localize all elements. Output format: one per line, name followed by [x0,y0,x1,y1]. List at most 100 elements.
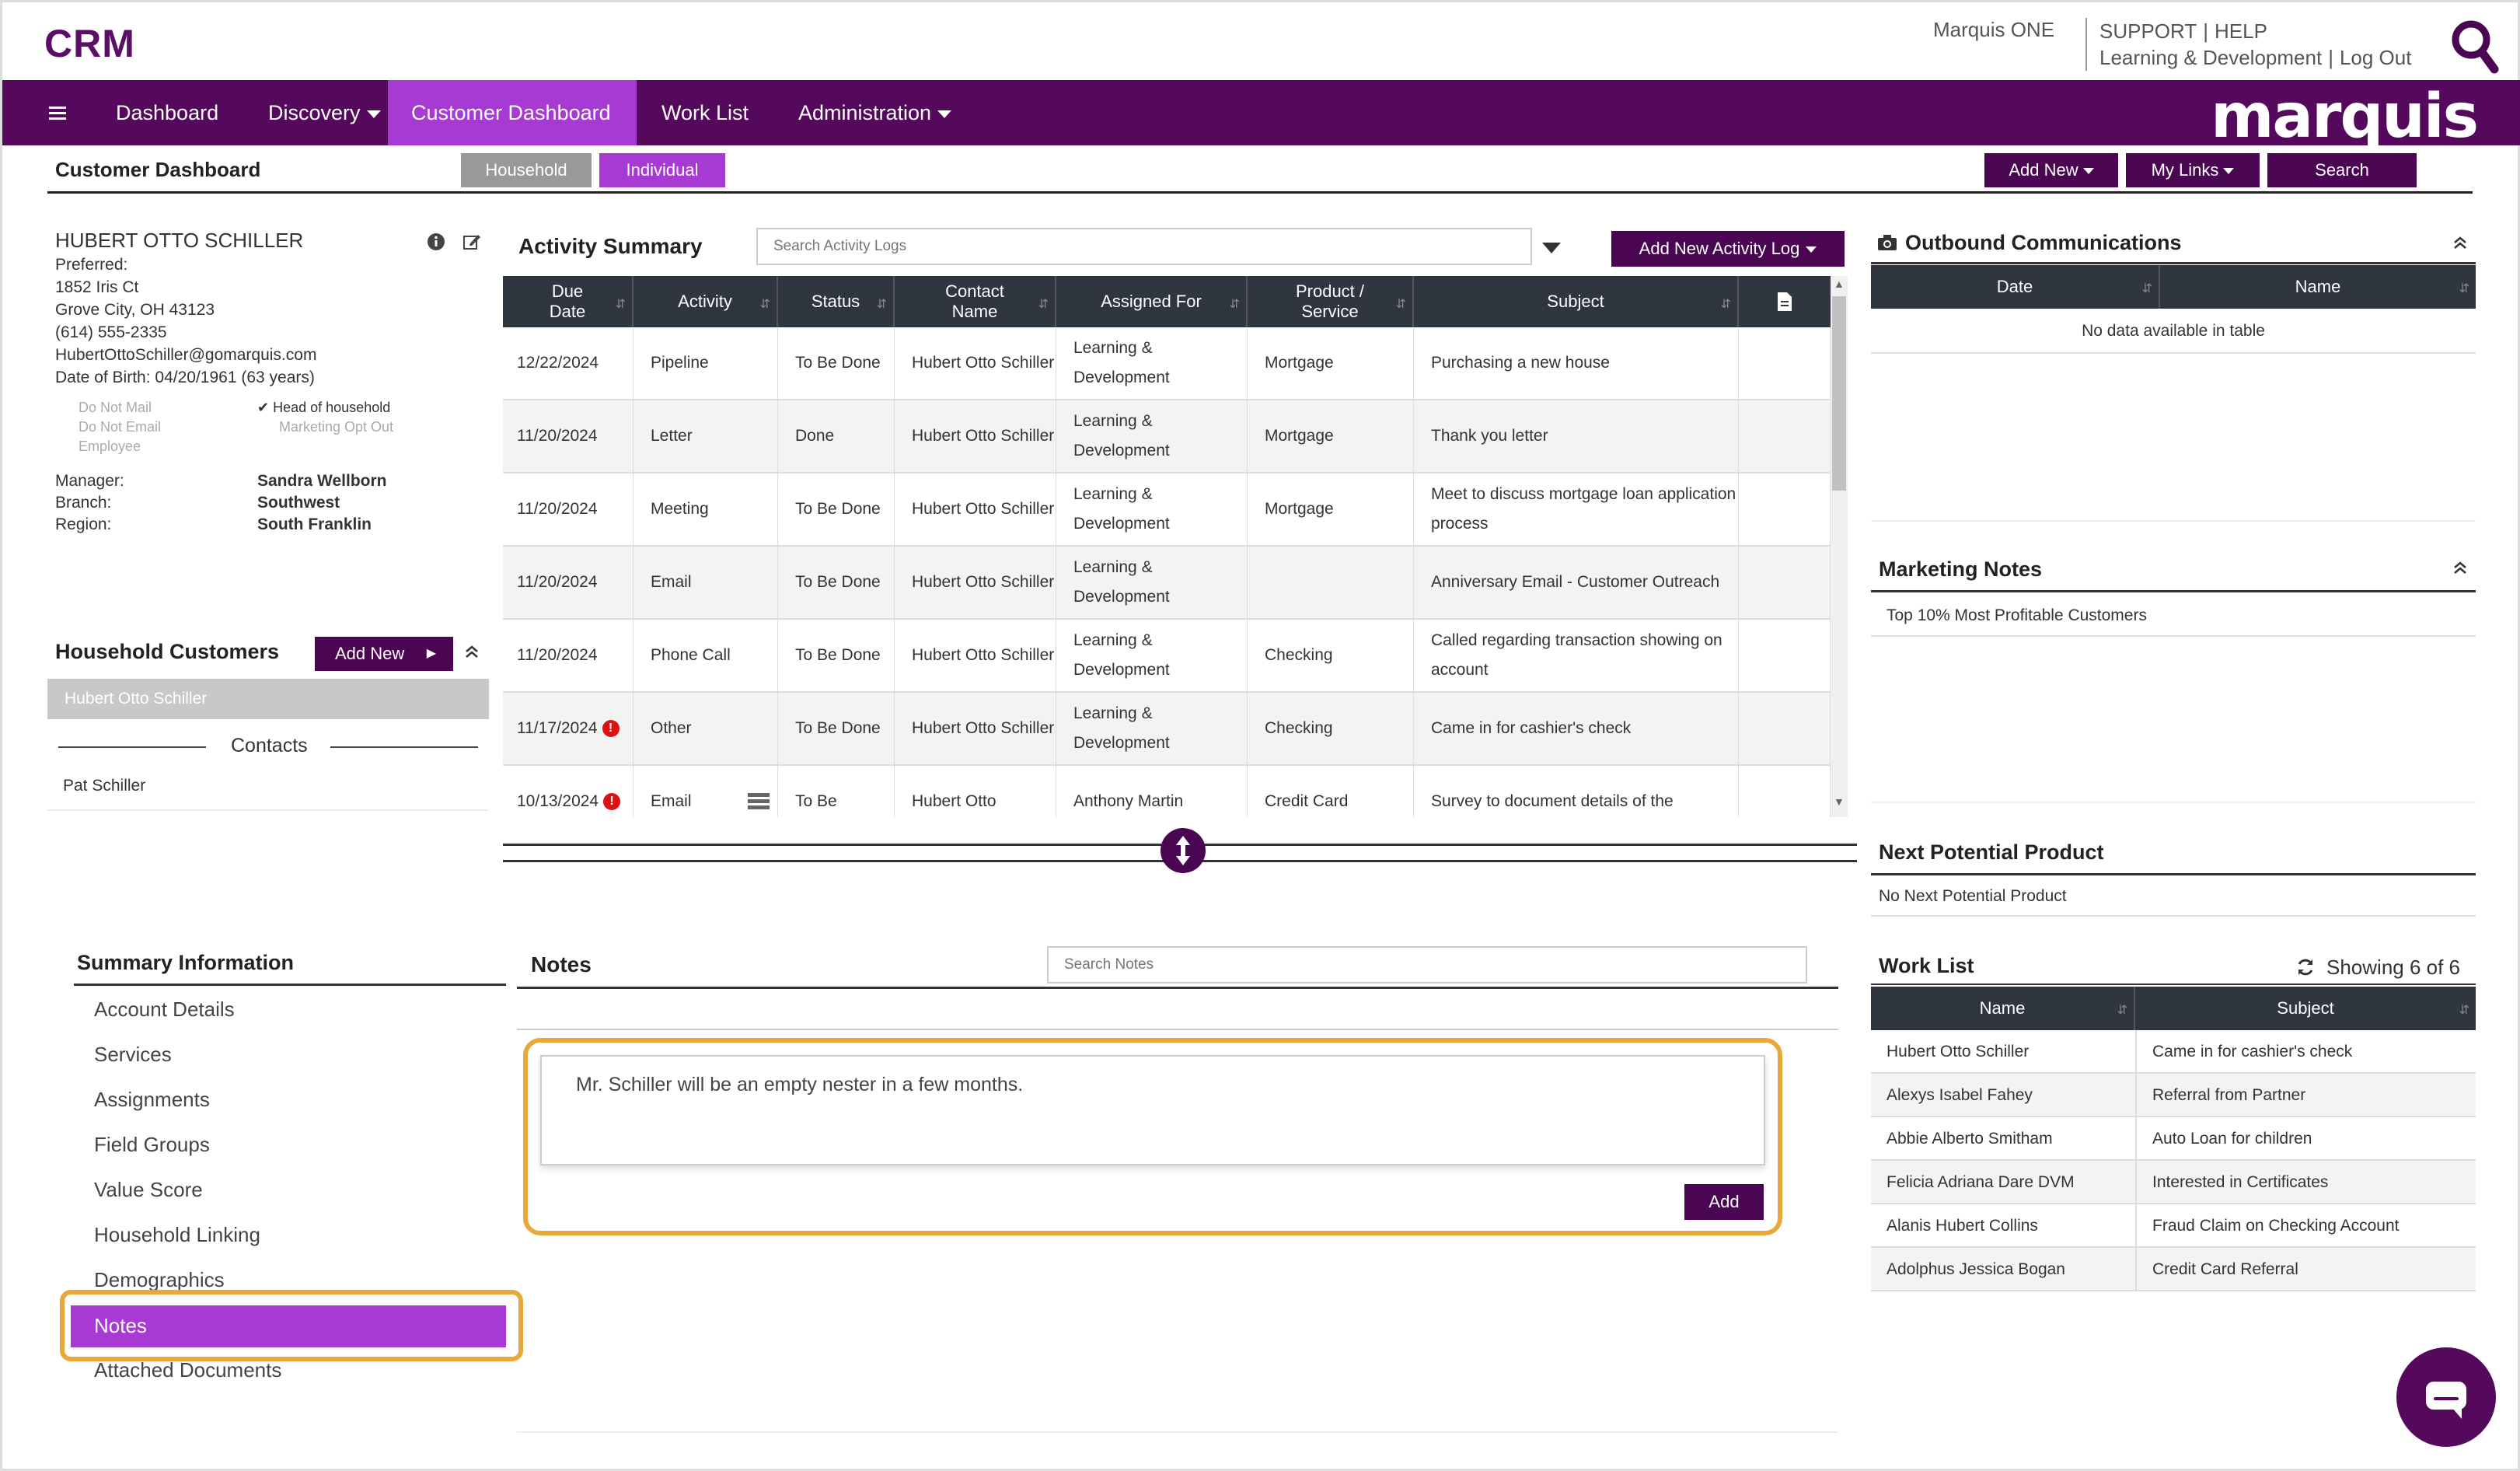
summary-field-groups[interactable]: Field Groups [94,1133,210,1156]
action-cell [1739,620,1831,691]
support-link[interactable]: SUPPORT [2099,19,2197,43]
col-status[interactable]: Status ⇵ [778,276,895,327]
collapse-icon[interactable] [2452,236,2468,251]
note-textarea[interactable]: Mr. Schiller will be an empty nester in … [540,1055,1765,1165]
menu-icon[interactable] [26,80,89,145]
my-links-label: My Links [2151,160,2219,180]
col-contact-name[interactable]: Contact Name ⇵ [895,276,1056,327]
learning-link[interactable]: Learning & Development [2099,46,2323,69]
assigned-for-cell-text: Learning & Development [1073,339,1170,386]
table-row[interactable]: Felicia Adriana Dare DVM Interested in Ce… [1871,1161,2476,1204]
summary-attached-documents[interactable]: Attached Documents [94,1358,282,1382]
table-row[interactable]: 11/20/2024 Phone Call To Be Done Hubert Ott… [503,620,1831,693]
due-date-cell: 12/22/2024 [503,327,633,399]
summary-value-score[interactable]: Value Score [94,1178,203,1201]
col-product-service[interactable]: Product / Service ⇵ [1248,276,1414,327]
col-activity[interactable]: Activity ⇵ [633,276,778,327]
list-icon[interactable] [748,792,770,809]
resize-icon[interactable] [1161,828,1206,873]
individual-toggle[interactable]: Individual [599,153,725,187]
nav-customer-dashboard[interactable]: Customer Dashboard [388,80,637,145]
contact-name-cell-text: Hubert Otto Schiller [912,719,1055,737]
add-activity-log-button[interactable]: Add New Activity Log [1611,231,1845,267]
nav-work-list[interactable]: Work List [638,80,772,145]
col-assigned-for[interactable]: Assigned For ⇵ [1056,276,1248,327]
sort-icon: ⇵ [2141,282,2152,295]
document-icon[interactable] [1739,276,1831,327]
main-nav: Dashboard Discovery Customer Dashboard W… [2,80,2520,152]
assigned-for-cell-text: Learning & Development [1073,631,1170,679]
nav-discovery[interactable]: Discovery [245,80,404,145]
table-row[interactable]: 10/13/2024! Email To Be Hubert Otto Anthony … [503,766,1831,817]
caret-down-icon[interactable] [1541,242,1562,254]
col-label: Activity [678,292,732,311]
col-label: Subject [1547,292,1604,311]
add-new-button[interactable]: Add New [1984,153,2118,187]
activity-search-input[interactable] [756,228,1532,265]
col-label: Product / Service [1295,281,1365,321]
contact-item[interactable]: Pat Schiller [63,777,146,795]
table-row[interactable]: 11/20/2024 Email To Be Done Hubert Otto Sch… [503,547,1831,620]
worklist-name-cell: Alanis Hubert Collins [1887,1217,2038,1235]
app-logo[interactable]: CRM [44,22,135,65]
address-city: Grove City, OH 43123 [55,301,215,319]
product-cell: Mortgage [1248,327,1414,399]
sort-icon: ⇵ [2459,282,2469,295]
my-links-button[interactable]: My Links [2126,153,2260,187]
table-row[interactable]: Adolphus Jessica Bogan Credit Card Referr… [1871,1248,2476,1291]
worklist-subject-cell: Credit Card Referral [2152,1260,2298,1278]
household-add-new-button[interactable]: Add New ▶ [315,637,453,671]
search-icon[interactable] [2449,18,2501,74]
summary-account-details[interactable]: Account Details [94,998,235,1021]
table-row[interactable]: 12/22/2024 Pipeline To Be Done Hubert Otto … [503,327,1831,400]
scrollbar-thumb[interactable] [1832,296,1846,491]
marquis-one-link[interactable]: Marquis ONE [1933,18,2055,41]
table-row[interactable]: Alexys Isabel Fahey Referral from Partner [1871,1074,2476,1117]
status-cell-text: To Be Done [795,500,881,518]
summary-demographics[interactable]: Demographics [94,1268,225,1291]
household-toggle[interactable]: Household [461,153,592,187]
col-subject[interactable]: Subject ⇵ [2135,987,2476,1030]
nav-dashboard[interactable]: Dashboard [92,80,242,145]
collapse-icon[interactable] [464,645,480,660]
col-name[interactable]: Name ⇵ [1871,987,2135,1030]
edit-icon[interactable] [462,232,481,251]
product-cell [1248,547,1414,618]
chat-button[interactable] [2396,1347,2496,1447]
product-cell: Credit Card [1248,766,1414,817]
worklist-subject-cell: Interested in Certificates [2152,1173,2329,1191]
nav-label: Customer Dashboard [411,101,611,124]
scroll-down-icon[interactable]: ▼ [1834,795,1845,808]
help-link[interactable]: HELP [2214,19,2267,43]
logout-link[interactable]: Log Out [2339,46,2412,69]
summary-assignments[interactable]: Assignments [94,1088,210,1111]
col-name[interactable]: Name ⇵ [2160,265,2476,309]
table-row[interactable]: 11/20/2024 Letter Done Hubert Otto Schiller… [503,400,1831,473]
search-button[interactable]: Search [2267,153,2417,187]
summary-services[interactable]: Services [94,1043,172,1066]
activity-cell-text: Other [651,719,692,737]
notes-search-input[interactable] [1047,946,1807,984]
info-icon[interactable] [427,232,445,251]
table-row[interactable]: 11/20/2024 Meeting To Be Done Hubert Otto S… [503,473,1831,547]
nav-administration[interactable]: Administration [775,80,975,145]
col-date[interactable]: Date ⇵ [1871,265,2160,309]
table-row[interactable]: Abbie Alberto Smitham Auto Loan for child… [1871,1117,2476,1161]
col-due-date[interactable]: Due Date ⇵ [503,276,633,327]
refresh-icon[interactable] [2295,957,2316,977]
add-note-button[interactable]: Add [1684,1184,1764,1220]
divider [47,809,489,811]
table-row[interactable]: 11/17/2024! Other To Be Done Hubert Otto Sc… [503,693,1831,766]
do-not-email-flag: Do Not Email [79,419,162,435]
divider [517,1431,1838,1433]
table-row[interactable]: Hubert Otto Schiller Came in for cashier'… [1871,1030,2476,1074]
household-member-selected[interactable]: Hubert Otto Schiller [47,679,489,719]
col-subject[interactable]: Subject ⇵ [1414,276,1739,327]
summary-household-linking[interactable]: Household Linking [94,1223,260,1246]
divider [517,987,1838,989]
status-cell: Done [778,400,895,472]
table-row[interactable]: Alanis Hubert Collins Fraud Claim on Chec… [1871,1204,2476,1248]
scroll-up-icon[interactable]: ▲ [1834,278,1845,290]
collapse-icon[interactable] [2452,561,2468,576]
summary-notes-active[interactable]: Notes [71,1305,506,1347]
